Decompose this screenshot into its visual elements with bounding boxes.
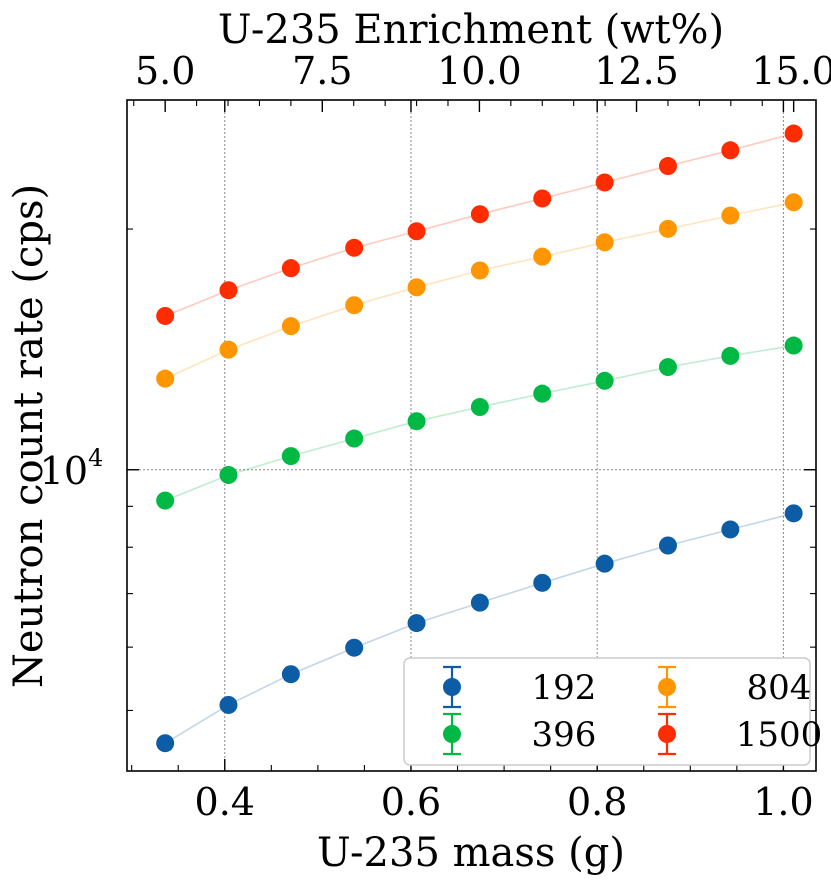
- y-axis-label: Neutron count rate (cps): [6, 184, 52, 688]
- point-192: [281, 665, 300, 684]
- legend-marker-804: [658, 678, 676, 696]
- point-396: [658, 358, 677, 377]
- top-axis-label: U-235 Enrichment (wt%): [218, 7, 724, 53]
- point-804: [345, 296, 364, 315]
- gridlines: [127, 100, 816, 771]
- point-396: [533, 384, 552, 403]
- point-804: [281, 317, 300, 336]
- point-192: [156, 734, 175, 753]
- point-1500: [595, 173, 614, 192]
- point-192: [470, 593, 489, 612]
- point-1500: [281, 259, 300, 278]
- x-tick-label: 0.6: [381, 780, 441, 824]
- legend-label-192: 192: [532, 668, 597, 708]
- legend-label-804: 804: [747, 668, 812, 708]
- point-192: [784, 504, 803, 523]
- plot-frame: [126, 99, 817, 772]
- point-192: [407, 614, 426, 633]
- point-804: [219, 340, 238, 359]
- y-tick-exponent: 4: [88, 444, 103, 472]
- point-1500: [156, 306, 175, 325]
- legend: 192 396 804 1500: [403, 657, 823, 766]
- point-396: [345, 429, 364, 448]
- fit-line-804: [164, 201, 794, 380]
- point-396: [721, 346, 740, 365]
- point-396: [281, 447, 300, 466]
- point-396: [156, 491, 175, 510]
- tick-labels: 0.4 0.6 0.8 1.0 5.0 7.5 10.0 12.5 15.0: [135, 49, 831, 824]
- top-tick-label: 7.5: [292, 49, 352, 93]
- point-192: [721, 520, 740, 539]
- axis-ticks: [127, 100, 816, 771]
- point-1500: [658, 157, 677, 176]
- top-tick-label: 10.0: [437, 49, 522, 93]
- point-804: [595, 233, 614, 252]
- point-1500: [470, 205, 489, 224]
- point-1500: [533, 189, 552, 208]
- point-192: [595, 554, 614, 573]
- legend-marker-1500: [658, 725, 676, 743]
- fit-line-396: [164, 344, 794, 502]
- point-804: [721, 206, 740, 225]
- point-192: [345, 638, 364, 657]
- point-804: [784, 193, 803, 212]
- point-804: [407, 278, 426, 297]
- y-tick-label-10e4: 10 4: [40, 444, 104, 493]
- point-1500: [721, 141, 740, 160]
- point-396: [595, 371, 614, 390]
- legend-label-396: 396: [532, 715, 597, 755]
- top-tick-label: 5.0: [135, 49, 195, 93]
- point-1500: [407, 222, 426, 241]
- point-1500: [784, 124, 803, 143]
- point-396: [784, 336, 803, 355]
- top-tick-label: 12.5: [594, 49, 679, 93]
- legend-label-1500: 1500: [736, 715, 823, 755]
- point-192: [219, 695, 238, 714]
- top-tick-label: 15.0: [751, 49, 831, 93]
- point-192: [658, 536, 677, 555]
- y-tick-base: 10: [40, 449, 88, 493]
- x-tick-label: 1.0: [753, 780, 813, 824]
- legend-marker-192: [443, 678, 461, 696]
- point-804: [533, 247, 552, 266]
- data-points: [156, 124, 803, 753]
- fit-lines: [164, 132, 794, 744]
- point-1500: [219, 281, 238, 300]
- point-804: [470, 261, 489, 280]
- point-804: [658, 219, 677, 238]
- point-396: [407, 412, 426, 431]
- point-396: [219, 465, 238, 484]
- x-tick-label: 0.8: [567, 780, 627, 824]
- legend-box: [403, 657, 811, 766]
- point-192: [533, 573, 552, 592]
- legend-marker-396: [443, 725, 461, 743]
- point-1500: [345, 238, 364, 257]
- point-396: [470, 398, 489, 417]
- point-804: [156, 369, 175, 388]
- x-axis-label: U-235 mass (g): [317, 830, 625, 876]
- x-tick-label: 0.4: [195, 780, 255, 824]
- fit-line-1500: [164, 132, 794, 317]
